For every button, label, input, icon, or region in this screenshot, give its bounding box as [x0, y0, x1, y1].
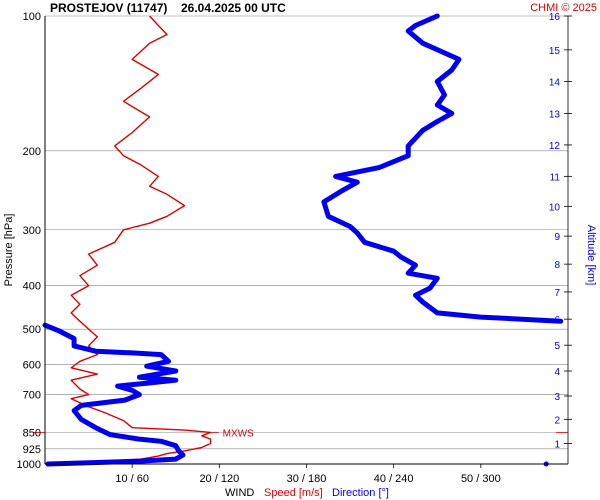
altitude-tick-label: 10 [549, 202, 561, 213]
x-tick-label: 50 / 300 [461, 473, 501, 485]
pressure-tick-label: 925 [23, 444, 41, 456]
direction-series-line [321, 13, 564, 324]
altitude-tick-label: 8 [554, 260, 560, 271]
pressure-tick-label: 400 [23, 281, 41, 293]
copyright-text: CHMI © 2025 [530, 2, 597, 14]
altitude-tick-label: 16 [549, 12, 561, 23]
y2-axis-label: Altitude [km] [585, 225, 597, 286]
altitude-tick-label: 3 [554, 392, 560, 403]
chart-series: MXWS [33, 13, 568, 467]
altitude-tick-label: 7 [554, 288, 560, 299]
x-tick-label: 40 / 240 [374, 473, 414, 485]
altitude-tick-label: 12 [549, 141, 561, 152]
pressure-tick-label: 200 [23, 146, 41, 158]
altitude-tick-label: 13 [549, 109, 561, 120]
altitude-tick-label: 1 [554, 440, 560, 451]
altitude-tick-label: 6 [554, 315, 560, 326]
x-axis-label-direction: Direction [°] [332, 487, 389, 499]
altitude-tick-label: 11 [550, 172, 561, 183]
altitude-tick-label: 14 [549, 77, 561, 88]
pressure-tick-label: 100 [23, 11, 41, 23]
x-axis-label: WIND [225, 487, 254, 499]
x-axis-label-speed: Speed [m/s] [264, 487, 323, 499]
chart-labels: PROSTEJOV (11747) 26.04.2025 00 UTC CHMI… [3, 1, 597, 499]
chart-grid [45, 15, 568, 450]
pressure-tick-label: 700 [23, 390, 41, 402]
altitude-tick-label: 9 [554, 232, 560, 243]
speed-series-line [62, 15, 212, 465]
pressure-tick-label: 500 [23, 324, 41, 336]
altitude-tick-label: 2 [554, 415, 560, 426]
mxws-label: MXWS [223, 428, 254, 439]
direction-series-line [42, 322, 186, 467]
altitude-tick-label: 4 [554, 367, 560, 378]
altitude-tick-label: 5 [554, 341, 560, 352]
y-axis-label: Pressure [hPa] [3, 214, 15, 287]
pressure-tick-label: 850 [23, 427, 41, 439]
pressure-tick-label: 600 [23, 360, 41, 372]
chart-datetime: 26.04.2025 00 UTC [181, 1, 286, 15]
pressure-tick-label: 1000 [17, 459, 41, 471]
x-tick-label: 30 / 180 [287, 473, 327, 485]
x-tick-label: 20 / 120 [199, 473, 239, 485]
pressure-tick-label: 300 [23, 225, 41, 237]
altitude-tick-label: 15 [549, 46, 561, 57]
x-tick-label: 10 / 60 [115, 473, 149, 485]
chart-title: PROSTEJOV (11747) [50, 1, 167, 15]
